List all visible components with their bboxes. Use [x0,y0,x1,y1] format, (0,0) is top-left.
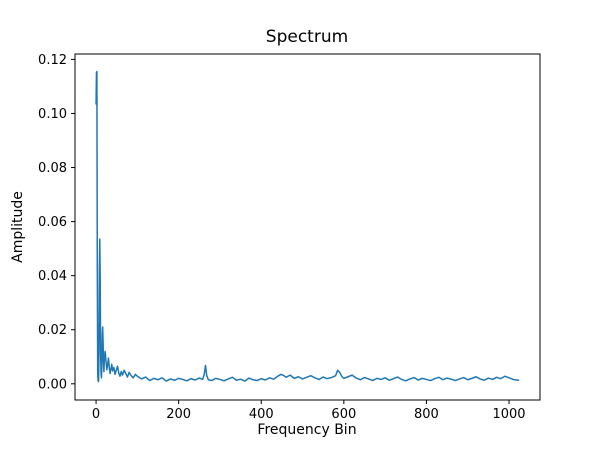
x-axis-label: Frequency Bin [257,422,356,438]
spectrum-line [95,70,520,383]
x-tick-label: 0 [92,407,100,422]
data-line-layer [95,70,520,383]
y-tick-label: 0.08 [38,161,67,176]
chart-title: Spectrum [266,27,348,47]
y-tick-label: 0.10 [38,107,67,122]
x-tick-label: 400 [249,407,274,422]
plot-area [74,53,541,401]
x-tick-label: 600 [331,407,356,422]
y-tick-label: 0.04 [38,269,67,284]
x-tick-label: 200 [166,407,191,422]
y-tick-label: 0.00 [38,377,67,392]
x-tick-label: 800 [414,407,439,422]
y-tick-label: 0.12 [38,53,67,68]
y-axis-label: Amplitude [10,191,26,263]
axis-ticks: 0 200 400 600 800 1000 0.00 0.02 0.04 0.06 0.08 0.1… [38,53,526,422]
x-tick-label: 1000 [492,407,525,422]
y-tick-label: 0.06 [38,215,67,230]
y-tick-label: 0.02 [38,323,67,338]
